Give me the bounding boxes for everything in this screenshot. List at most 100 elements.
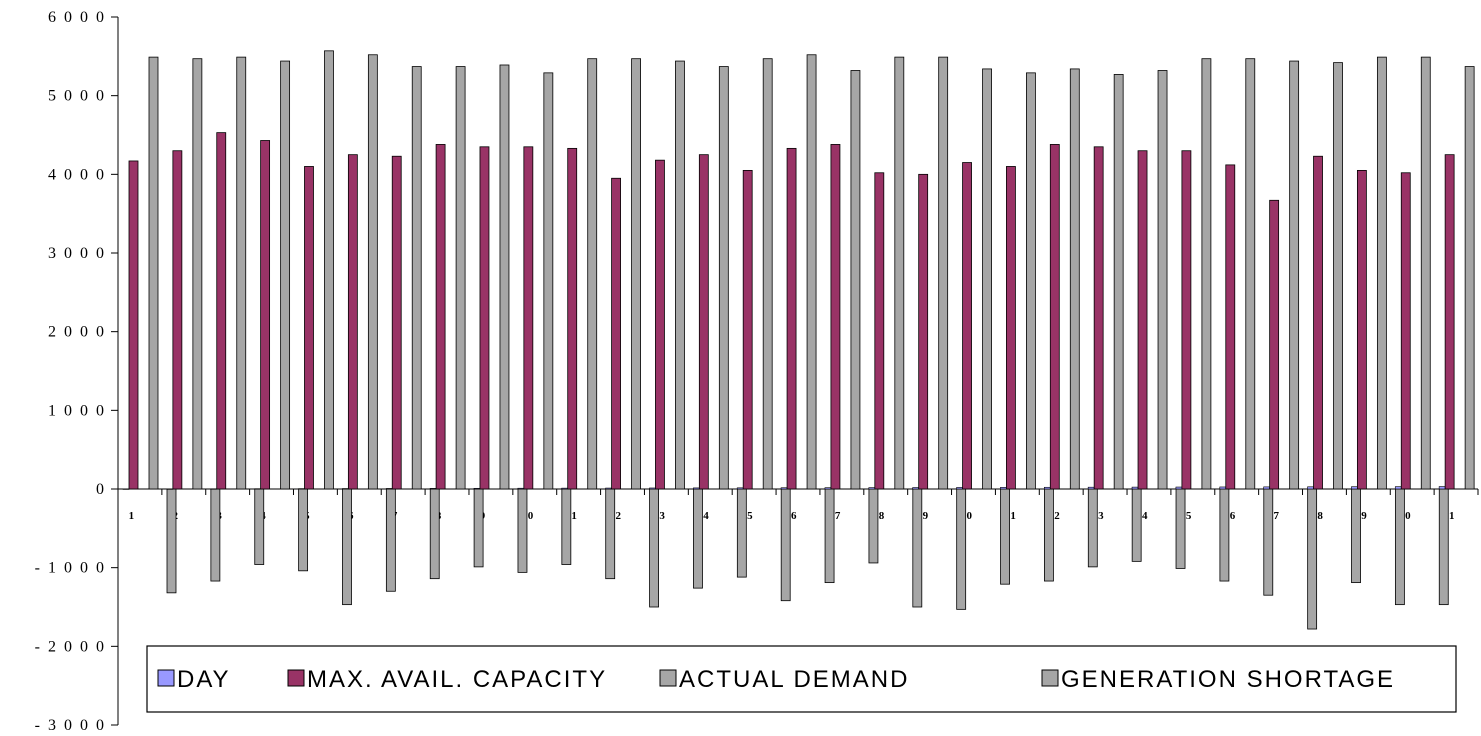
bar-generation-shortage bbox=[1307, 488, 1318, 630]
bar-generation-shortage bbox=[473, 488, 484, 568]
bar-day bbox=[956, 487, 963, 490]
bar-day bbox=[342, 488, 349, 490]
bar-generation-shortage bbox=[254, 488, 265, 565]
x-tick-label: 1 bbox=[129, 510, 138, 522]
bar-generation-shortage bbox=[736, 488, 747, 578]
bar-actual-demand bbox=[1026, 72, 1036, 490]
y-tick-label: - 3 0 0 0 bbox=[35, 717, 106, 734]
bar-day bbox=[605, 487, 612, 490]
bar-max-avail-capacity bbox=[1313, 155, 1323, 490]
bar-max-avail-capacity bbox=[523, 146, 534, 490]
bar-max-avail-capacity bbox=[698, 154, 709, 490]
bar-day bbox=[1351, 486, 1358, 490]
bar-generation-shortage bbox=[166, 488, 177, 594]
y-tick-label: 0 bbox=[96, 481, 106, 498]
bar-max-avail-capacity bbox=[216, 132, 227, 490]
legend: DAY MAX. AVAIL. CAPACITY ACTUAL DEMAND GENE… bbox=[146, 645, 1457, 713]
bar-max-avail-capacity bbox=[1225, 164, 1236, 490]
bar-max-avail-capacity bbox=[1137, 150, 1148, 490]
bar-actual-demand bbox=[631, 58, 641, 490]
bar-max-avail-capacity bbox=[1006, 166, 1016, 490]
bar-day bbox=[210, 488, 218, 490]
bar-actual-demand bbox=[675, 60, 685, 490]
bar-actual-demand bbox=[411, 66, 422, 490]
bar-day bbox=[1438, 486, 1446, 490]
bar-day bbox=[1131, 486, 1139, 490]
bar-actual-demand bbox=[1069, 68, 1080, 490]
bar-generation-shortage bbox=[342, 488, 352, 606]
y-tick-label: - 2 0 0 0 bbox=[35, 638, 106, 655]
bar-max-avail-capacity bbox=[260, 140, 271, 490]
bar-actual-demand bbox=[499, 64, 510, 490]
bar-generation-shortage bbox=[210, 488, 221, 582]
bar-max-avail-capacity bbox=[391, 155, 402, 490]
bar-actual-demand bbox=[148, 56, 159, 490]
bar-actual-demand bbox=[587, 58, 598, 490]
bar-day bbox=[1000, 487, 1007, 490]
legend-swatch bbox=[157, 669, 175, 687]
bar-max-avail-capacity bbox=[347, 154, 358, 490]
bar-actual-demand bbox=[1420, 56, 1431, 490]
bar-actual-demand bbox=[718, 66, 729, 490]
bar-max-avail-capacity bbox=[962, 162, 972, 490]
bar-day bbox=[561, 487, 569, 490]
legend-label: MAX. AVAIL. CAPACITY bbox=[307, 666, 607, 693]
bar-day bbox=[517, 487, 525, 490]
bar-generation-shortage bbox=[1219, 488, 1230, 582]
bar-generation-shortage bbox=[1131, 488, 1142, 562]
bar-actual-demand bbox=[192, 58, 203, 490]
bar-day bbox=[868, 487, 876, 490]
bar-generation-shortage bbox=[1438, 488, 1449, 606]
bar-actual-demand bbox=[1245, 58, 1256, 490]
bar-max-avail-capacity bbox=[1269, 199, 1280, 490]
bar-actual-demand bbox=[806, 54, 817, 490]
bar-generation-shortage bbox=[780, 488, 791, 602]
bar-day bbox=[780, 487, 788, 490]
bar-day bbox=[1263, 486, 1270, 490]
bar-generation-shortage bbox=[517, 488, 528, 573]
bar-max-avail-capacity bbox=[786, 147, 797, 490]
bar-actual-demand bbox=[1157, 70, 1168, 490]
bar-generation-shortage bbox=[1351, 488, 1361, 584]
bar-generation-shortage bbox=[868, 488, 879, 564]
bar-generation-shortage bbox=[385, 488, 396, 592]
bar-actual-demand bbox=[367, 54, 378, 490]
bar-max-avail-capacity bbox=[655, 159, 665, 490]
bar-max-avail-capacity bbox=[1049, 144, 1060, 490]
bar-generation-shortage bbox=[1000, 488, 1010, 585]
bar-generation-shortage bbox=[956, 488, 967, 610]
bar-generation-shortage bbox=[693, 488, 703, 589]
bar-actual-demand bbox=[850, 70, 861, 490]
bar-actual-demand bbox=[1113, 74, 1124, 490]
y-tick-label: 4 0 0 0 bbox=[48, 166, 106, 183]
bar-actual-demand bbox=[324, 50, 334, 490]
bar-day bbox=[736, 487, 744, 490]
bar-day bbox=[1307, 486, 1314, 490]
y-axis-ticks: 6 0 0 0 5 0 0 0 4 0 0 0 3 0 0 0 2 0 0 0 1 0 0… bbox=[35, 9, 118, 734]
bar-max-avail-capacity bbox=[304, 166, 314, 490]
bar-generation-shortage bbox=[1044, 488, 1054, 582]
legend-box bbox=[146, 645, 1457, 713]
bar-actual-demand bbox=[455, 66, 466, 490]
bar-actual-demand bbox=[1376, 56, 1387, 490]
y-tick-label: - 1 0 0 0 bbox=[35, 560, 106, 577]
bar-day bbox=[1394, 486, 1402, 490]
bar-max-avail-capacity bbox=[874, 172, 885, 490]
bar-generation-shortage bbox=[298, 488, 309, 572]
plot-area: 6 0 0 0 5 0 0 0 4 0 0 0 3 0 0 0 2 0 0 0 1 0 0… bbox=[35, 9, 1479, 734]
bar-actual-demand bbox=[1333, 62, 1343, 490]
bar-max-avail-capacity bbox=[830, 144, 841, 490]
bar-day bbox=[298, 488, 305, 490]
bar-day bbox=[912, 487, 919, 490]
bar-day bbox=[385, 488, 393, 490]
bar-day bbox=[254, 488, 261, 490]
bar-max-avail-capacity bbox=[1356, 169, 1367, 490]
bar-max-avail-capacity bbox=[479, 146, 490, 490]
bar-day bbox=[1043, 486, 1051, 490]
bar-max-avail-capacity bbox=[172, 150, 183, 490]
bars bbox=[122, 50, 1475, 630]
x-axis-ticks: 1 2 3 4 5 6 7 8 9 10 11 12 13 14 15 16 17 18 19 20 21 22 23 24 2… bbox=[117, 489, 1479, 522]
bar-actual-demand bbox=[762, 58, 773, 490]
legend-swatch bbox=[1041, 669, 1059, 687]
bar-actual-demand bbox=[982, 68, 992, 490]
